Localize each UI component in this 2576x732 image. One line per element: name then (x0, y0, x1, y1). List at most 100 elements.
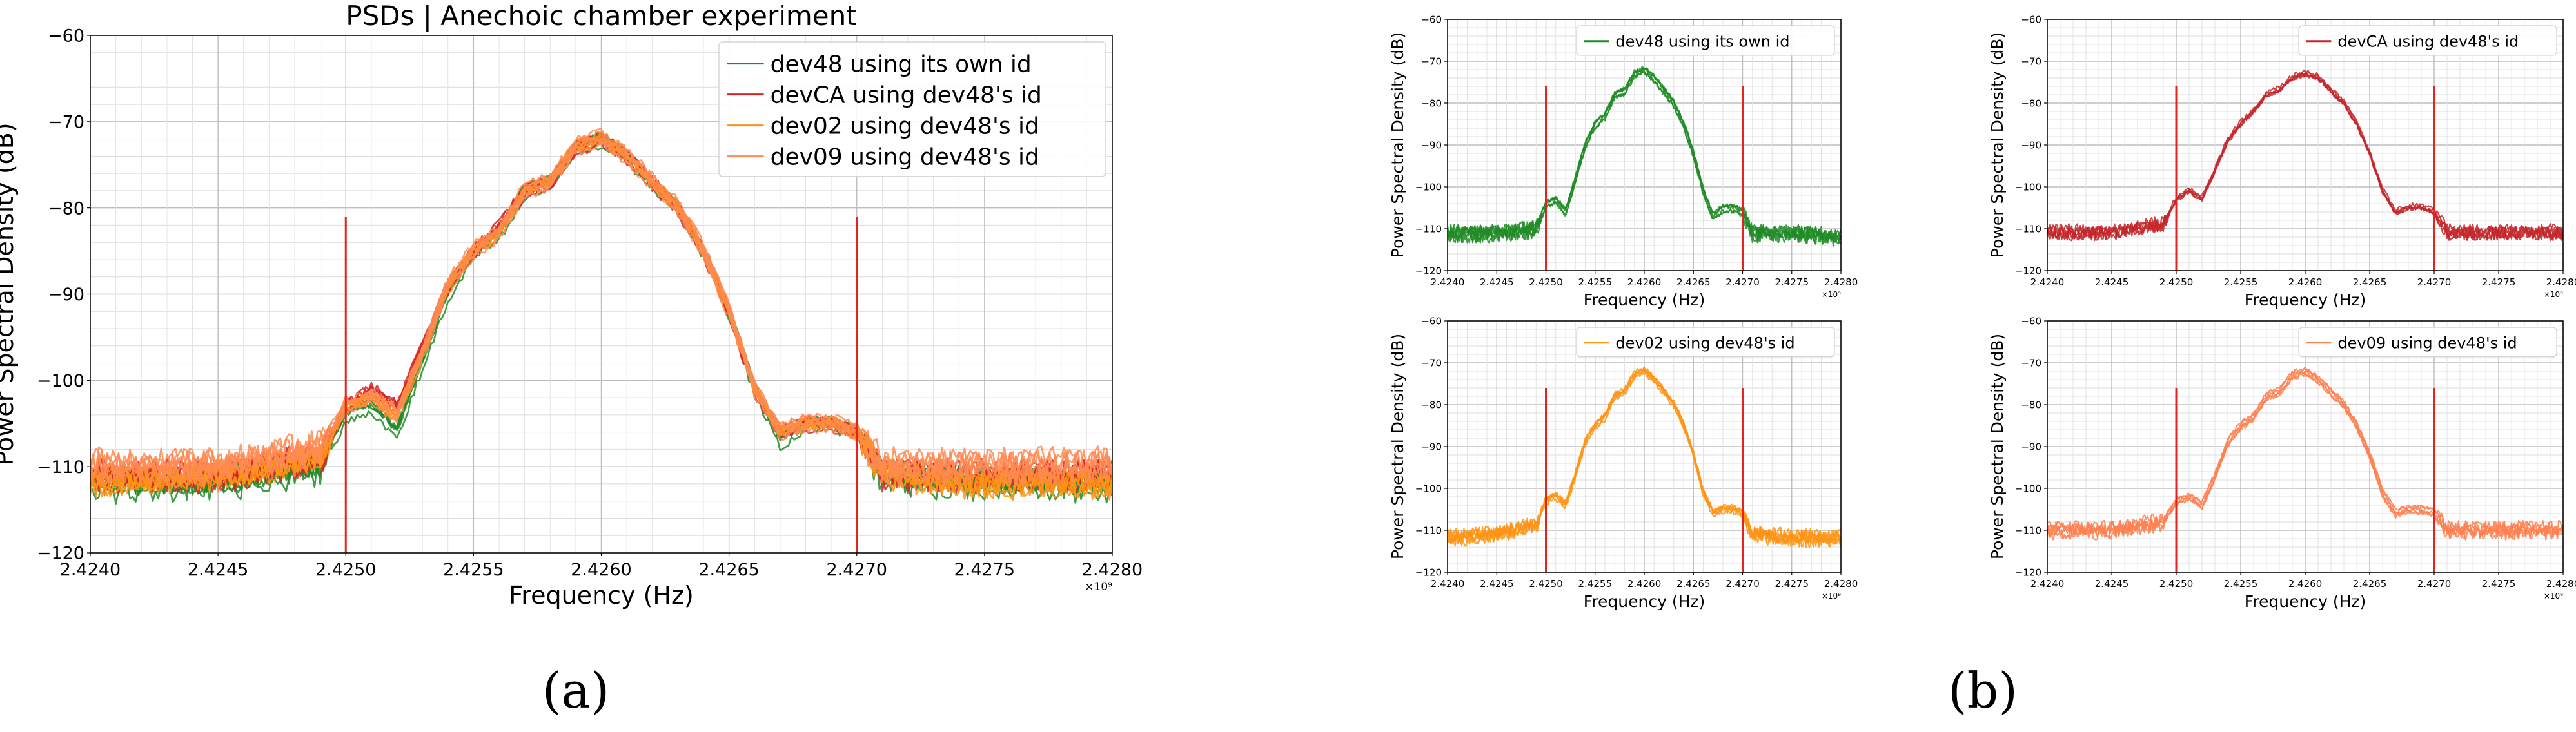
y-tick-label: −100 (2015, 181, 2041, 193)
legend: dev48 using its own id devCA using dev48'… (718, 41, 1106, 177)
series-trace (1448, 70, 1841, 247)
x-axis-label: Frequency (Hz) (1584, 291, 1706, 309)
x-tick-label: 2.4255 (443, 560, 504, 580)
y-tick-label: −110 (1415, 525, 1442, 536)
x-scale-label: ×10⁹ (1085, 581, 1112, 593)
y-tick-label: −90 (1421, 441, 1442, 452)
legend-box (2298, 25, 2557, 56)
y-tick-label: −120 (2015, 265, 2041, 276)
plot-area (90, 128, 1112, 505)
x-tick-label: 2.4250 (1529, 276, 1563, 288)
series-trace (1448, 67, 1841, 242)
series-0 (2047, 367, 2563, 541)
y-tick-label: −70 (48, 113, 84, 133)
x-tick-label: 2.4240 (1431, 578, 1465, 590)
y-tick-label: −70 (1421, 357, 1442, 369)
y-axis-label: Power Spectral Density (dB) (0, 122, 19, 465)
legend-label: devCA using dev48's id (771, 82, 1042, 109)
y-tick-label: −80 (2021, 399, 2041, 410)
y-axis-label: Power Spectral Density (dB) (1388, 334, 1407, 559)
legend-label: dev48 using its own id (771, 52, 1032, 78)
x-tick-label: 2.4245 (1480, 578, 1514, 590)
y-tick-label: −110 (2015, 223, 2041, 235)
series-trace (2047, 367, 2563, 536)
y-tick-label: −100 (1415, 181, 1442, 193)
caption-b: (b) (1948, 662, 2018, 719)
x-tick-label: 2.4240 (60, 560, 121, 580)
y-tick-label: −90 (2021, 139, 2041, 151)
y-tick-label: −60 (2021, 315, 2041, 327)
x-tick-label: 2.4280 (1824, 578, 1858, 590)
x-scale-label: ×10⁹ (2544, 592, 2563, 601)
y-tick-label: −90 (1421, 139, 1442, 151)
x-tick-label: 2.4280 (2546, 276, 2576, 288)
y-tick-label: −100 (2015, 483, 2041, 494)
x-scale-label: ×10⁹ (1822, 592, 1841, 601)
x-tick-label: 2.4250 (2159, 578, 2194, 590)
x-axis-label: Frequency (Hz) (2245, 592, 2366, 611)
y-tick-label: −100 (1415, 483, 1442, 494)
x-tick-label: 2.4245 (2095, 578, 2129, 590)
y-tick-label: −70 (1421, 55, 1442, 67)
y-tick-label: −110 (37, 458, 84, 477)
plot-area (1448, 366, 1841, 548)
x-tick-label: 2.4275 (954, 560, 1015, 580)
legend-label: devCA using dev48's id (2337, 32, 2519, 50)
series-3 (90, 128, 1112, 487)
x-tick-label: 2.4265 (2353, 578, 2387, 590)
y-tick-label: −120 (2015, 566, 2041, 578)
x-tick-label: 2.4270 (1726, 276, 1760, 288)
x-tick-label: 2.4255 (2224, 578, 2258, 590)
legend-box (2298, 327, 2557, 358)
x-tick-label: 2.4280 (1082, 560, 1143, 580)
y-tick-label: −80 (48, 198, 84, 218)
legend: devCA using dev48's id (2298, 25, 2557, 56)
x-tick-label: 2.4260 (1627, 276, 1662, 288)
x-tick-label: 2.4245 (1480, 276, 1514, 288)
legend-box (1576, 25, 1835, 56)
y-tick-label: −70 (2021, 55, 2041, 67)
caption-a: (a) (542, 662, 610, 719)
legend-box (1576, 327, 1835, 358)
legend-label: dev02 using dev48's id (771, 113, 1039, 140)
y-tick-label: −60 (1421, 315, 1442, 327)
x-tick-label: 2.4275 (2482, 276, 2516, 288)
series-trace (1448, 371, 1841, 548)
y-tick-label: −90 (48, 285, 84, 305)
x-tick-label: 2.4240 (1431, 276, 1465, 288)
series-0 (2047, 70, 2563, 242)
x-tick-label: 2.4275 (1775, 578, 1809, 590)
legend-label: dev09 using dev48's id (771, 144, 1039, 171)
x-tick-label: 2.4260 (571, 560, 631, 580)
y-tick-label: −60 (48, 26, 84, 46)
y-tick-label: −90 (2021, 441, 2041, 452)
x-tick-label: 2.4240 (2030, 276, 2065, 288)
y-axis-label: Power Spectral Density (dB) (1988, 334, 2007, 559)
x-tick-label: 2.4250 (1529, 578, 1563, 590)
x-tick-label: 2.4260 (2288, 276, 2323, 288)
x-tick-label: 2.4280 (1824, 276, 1858, 288)
legend-label: dev48 using its own id (1615, 32, 1789, 50)
x-tick-label: 2.4280 (2546, 578, 2576, 590)
x-tick-label: 2.4265 (2353, 276, 2387, 288)
x-tick-label: 2.4250 (315, 560, 376, 580)
y-tick-label: −110 (2015, 525, 2041, 536)
y-tick-label: −70 (2021, 357, 2041, 369)
x-tick-label: 2.4265 (1676, 578, 1711, 590)
chart-title: PSDs | Anechoic chamber experiment (346, 0, 856, 32)
x-scale-label: ×10⁹ (2544, 290, 2563, 299)
legend-label: dev09 using dev48's id (2337, 334, 2517, 352)
x-tick-label: 2.4260 (2288, 578, 2323, 590)
legend-box (718, 41, 1106, 177)
legend-label: dev02 using dev48's id (1615, 334, 1794, 352)
legend: dev48 using its own id (1576, 25, 1835, 56)
y-tick-label: −120 (1415, 566, 1442, 578)
series-trace (90, 136, 1112, 479)
x-tick-label: 2.4265 (698, 560, 759, 580)
